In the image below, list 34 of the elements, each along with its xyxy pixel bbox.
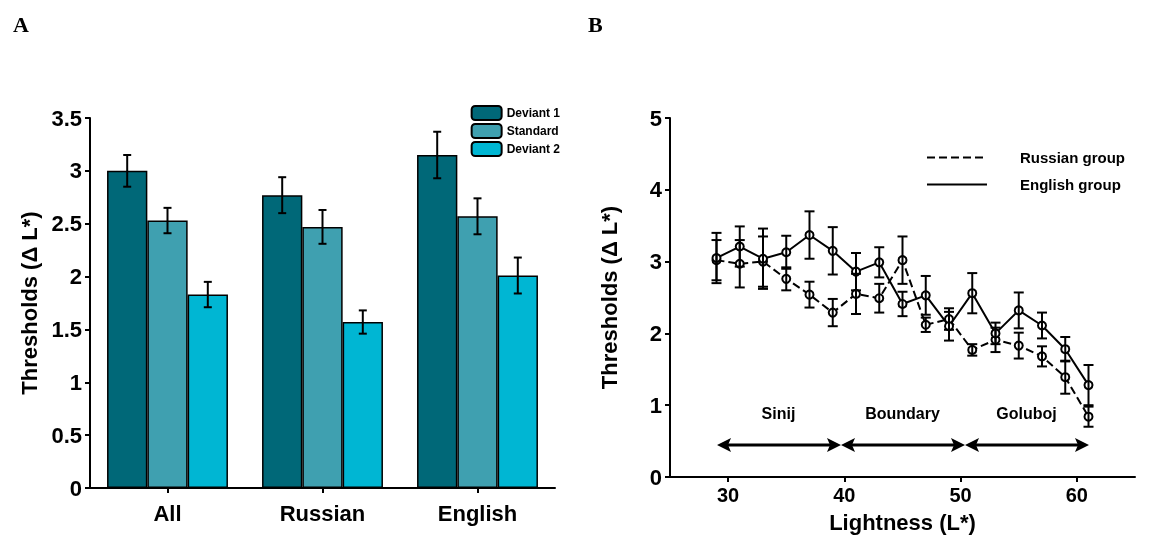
y-tick-label: 3.5 [51, 105, 82, 131]
x-tick-label: 40 [833, 484, 856, 506]
annotation: Boundary [864, 405, 941, 423]
x-tick-label: All [153, 500, 182, 526]
y-tick-label: 4 [649, 177, 663, 203]
legend-label: Deviant 1 [506, 106, 561, 120]
chart-title: B [588, 11, 603, 37]
y-tick-label: 0 [69, 475, 82, 501]
x-tick-label: English [437, 500, 518, 526]
legend-label: Deviant 2 [506, 142, 561, 156]
y-tick-label: 1 [649, 392, 662, 418]
x-tick-label: 30 [717, 484, 740, 506]
x-tick-label: 60 [1065, 484, 1088, 506]
y-tick-label: 5 [649, 105, 662, 131]
annotation: Goluboj [995, 405, 1058, 423]
y-tick-label: 0.5 [51, 422, 82, 448]
x-axis-title: Lightness (L*) [829, 509, 976, 535]
y-tick-label: 3 [649, 249, 662, 275]
y-tick-label: 1 [69, 369, 82, 395]
y-tick-label: 2 [649, 320, 662, 346]
y-axis-title: Thresholds (Δ L*) [596, 205, 622, 390]
x-tick-label: Russian [279, 500, 366, 526]
x-tick-label: 50 [949, 484, 972, 506]
legend-label: Standard [506, 124, 559, 138]
y-axis-title: Thresholds (Δ L*) [16, 211, 42, 395]
legend-label: English group [1019, 176, 1121, 193]
y-tick-label: 3 [69, 158, 82, 184]
legend-label: Russian group [1019, 149, 1126, 166]
y-tick-label: 2 [69, 264, 82, 290]
y-tick-label: 2.5 [51, 211, 82, 237]
y-tick-label: 1.5 [51, 316, 82, 342]
y-tick-label: 0 [649, 464, 662, 490]
chart-title: A [13, 11, 29, 37]
annotation: Sinij [760, 405, 797, 423]
